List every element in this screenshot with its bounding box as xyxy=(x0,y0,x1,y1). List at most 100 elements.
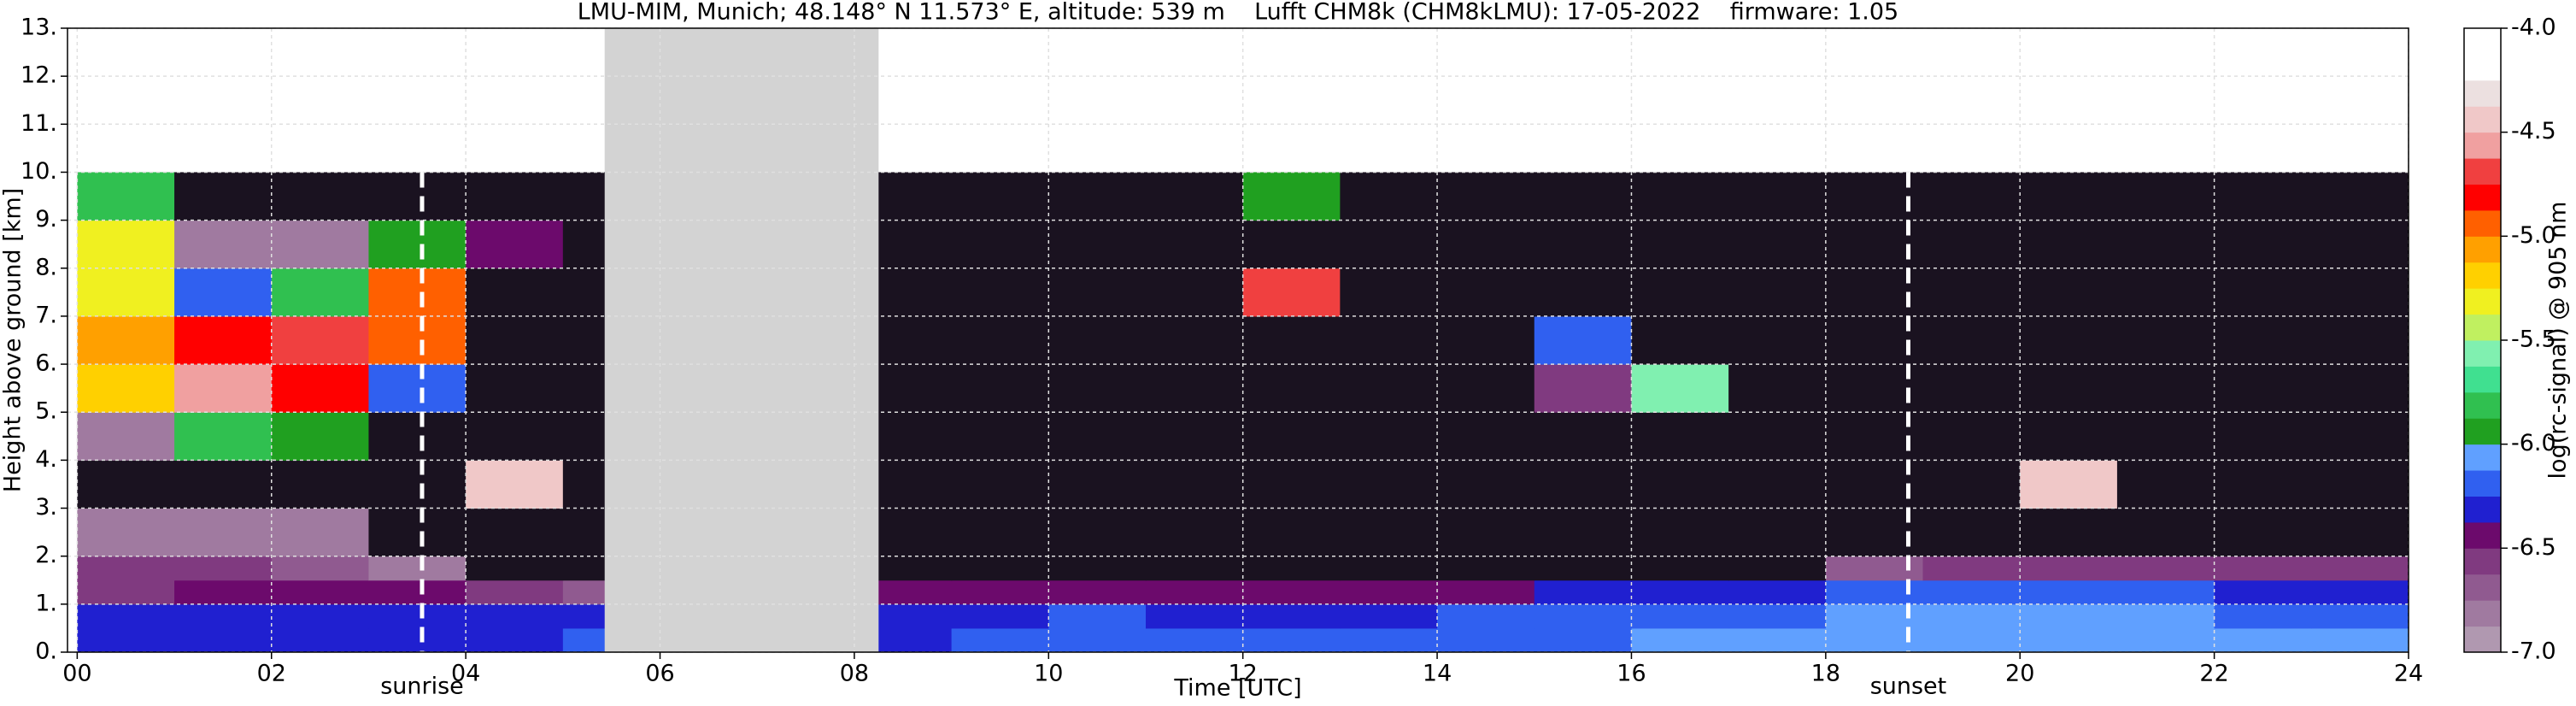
heatmap-cell xyxy=(951,460,1049,509)
heatmap-cell xyxy=(368,508,466,557)
heatmap-cell xyxy=(1631,364,1729,413)
colorbar-band xyxy=(2464,444,2501,471)
heatmap-cell xyxy=(174,580,273,605)
heatmap-cell xyxy=(1048,220,1147,269)
heatmap-cell xyxy=(368,627,466,653)
heatmap-cell xyxy=(1437,220,1535,269)
heatmap-cell xyxy=(1145,603,1244,629)
heatmap-cell xyxy=(1728,603,1827,629)
heatmap-cell xyxy=(951,412,1049,461)
heatmap-cell xyxy=(2020,603,2118,629)
heatmap-cell xyxy=(951,268,1049,317)
y-tick-label: 9. xyxy=(35,206,57,232)
heatmap-cell xyxy=(77,268,175,317)
heatmap-cell xyxy=(271,364,369,413)
x-tick-label: 16 xyxy=(1617,661,1646,687)
heatmap-cell xyxy=(1048,412,1147,461)
heatmap-cell xyxy=(1340,364,1438,413)
heatmap-cell xyxy=(951,172,1049,221)
heatmap-cell xyxy=(1631,412,1729,461)
heatmap-cell xyxy=(1048,556,1147,581)
y-tick-label: 3. xyxy=(35,494,57,521)
heatmap-cell xyxy=(1437,508,1535,557)
heatmap-cell xyxy=(1631,172,1729,221)
heatmap-cell xyxy=(1340,556,1438,581)
heatmap-cell xyxy=(466,268,564,317)
plot-frame xyxy=(67,27,2409,653)
heatmap-cell xyxy=(271,580,369,605)
heatmap-cell xyxy=(2214,627,2312,653)
heatmap-cell xyxy=(2116,580,2215,605)
heatmap-cell xyxy=(1340,627,1438,653)
heatmap-cell xyxy=(2214,580,2312,605)
heatmap-cell xyxy=(1631,580,1729,605)
heatmap-cell xyxy=(2311,412,2409,461)
heatmap-cell xyxy=(368,412,466,461)
heatmap-cell xyxy=(1728,556,1827,581)
heatmap-cell xyxy=(1340,460,1438,509)
heatmap-cell xyxy=(271,412,369,461)
heatmap-cell xyxy=(2311,268,2409,317)
heatmap-cell xyxy=(174,603,273,629)
heatmap-cell xyxy=(1145,172,1244,221)
heatmap-cell xyxy=(271,460,369,509)
heatmap-cell xyxy=(368,315,466,365)
heatmap-cell xyxy=(1242,172,1341,221)
heatmap-cell xyxy=(2214,315,2312,365)
y-axis-label: Height above ground [km] xyxy=(0,188,26,492)
heatmap-cell xyxy=(2311,580,2409,605)
colorbar-band xyxy=(2464,158,2501,185)
heatmap-cell xyxy=(1534,315,1632,365)
y-tick-label: 4. xyxy=(35,446,57,473)
heatmap-cell xyxy=(1340,172,1438,221)
heatmap-cell xyxy=(77,460,175,509)
heatmap-cell xyxy=(2214,364,2312,413)
heatmap-cell xyxy=(2311,556,2409,581)
y-tick-label: 5. xyxy=(35,398,57,425)
heatmap-cell xyxy=(466,580,564,605)
colorbar-band xyxy=(2464,626,2501,653)
heatmap-cell xyxy=(1437,268,1535,317)
colorbar-band xyxy=(2464,470,2501,497)
heatmap-cell xyxy=(2311,220,2409,269)
heatmap-cell xyxy=(2020,580,2118,605)
heatmap-cell xyxy=(1048,172,1147,221)
heatmap-cell xyxy=(1242,603,1341,629)
colorbar-tick-label: -4.0 xyxy=(2511,15,2556,41)
y-tick-label: 1. xyxy=(35,590,57,616)
heatmap-cell xyxy=(1534,508,1632,557)
heatmap-cell xyxy=(2311,460,2409,509)
heatmap-cell xyxy=(1048,364,1147,413)
heatmap-cell xyxy=(1922,580,2021,605)
heatmap-cell xyxy=(1242,220,1341,269)
heatmap-cell xyxy=(77,412,175,461)
x-tick-label: 18 xyxy=(1811,661,1840,687)
heatmap-cell xyxy=(368,580,466,605)
heatmap-cell xyxy=(466,364,564,413)
y-tick-label: 0. xyxy=(35,638,57,665)
heatmap-cell xyxy=(1534,580,1632,605)
heatmap-cell xyxy=(174,508,273,557)
colorbar-band xyxy=(2464,79,2501,107)
heatmap-cell xyxy=(1922,315,2021,365)
heatmap-cell xyxy=(2020,508,2118,557)
heatmap-cell xyxy=(1534,172,1632,221)
heatmap-cell xyxy=(1922,268,2021,317)
heatmap-cell xyxy=(2311,603,2409,629)
heatmap-cell xyxy=(2020,315,2118,365)
heatmap-cell xyxy=(1922,556,2021,581)
colorbar-band xyxy=(2464,28,2501,55)
colorbar-tick-label: -7.0 xyxy=(2511,638,2556,665)
colorbar-band xyxy=(2464,314,2501,341)
colorbar-tick-label: -5.0 xyxy=(2511,222,2556,249)
heatmap-cell xyxy=(1145,508,1244,557)
heatmap-cell xyxy=(1728,315,1827,365)
heatmap-cell xyxy=(1145,412,1244,461)
y-tick-label: 11. xyxy=(21,110,57,137)
heatmap-cell xyxy=(2020,268,2118,317)
heatmap-cell xyxy=(1145,315,1244,365)
x-tick-label: 22 xyxy=(2199,661,2228,687)
heatmap-cell xyxy=(466,315,564,365)
heatmap-cell xyxy=(1728,220,1827,269)
heatmap-cell xyxy=(1728,364,1827,413)
